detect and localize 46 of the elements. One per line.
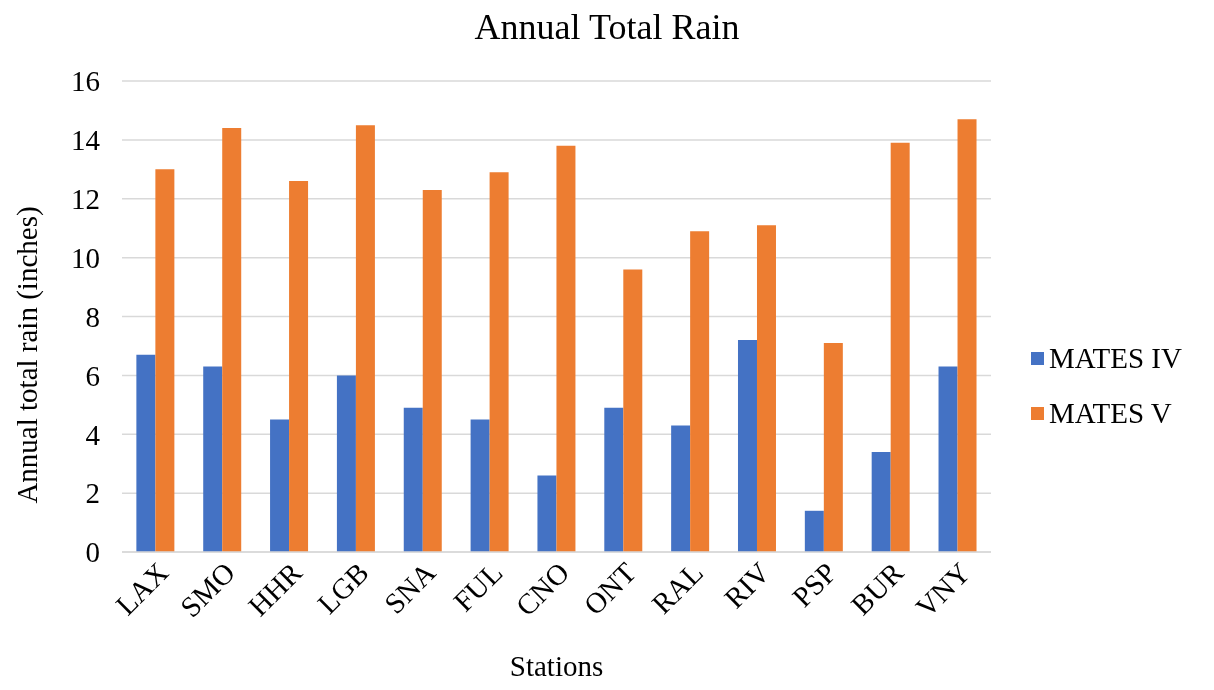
bar (489, 172, 509, 552)
x-tick-label: PSP (785, 556, 843, 614)
bar (938, 366, 958, 552)
bar (957, 119, 977, 552)
bar (671, 425, 691, 552)
bar (871, 451, 891, 552)
bar (136, 354, 156, 552)
bar (556, 145, 576, 552)
y-tick-label: 2 (85, 477, 100, 510)
y-axis-title: Annual total rain (inches) (10, 206, 44, 504)
x-tick-label: SNA (377, 556, 442, 620)
bar (270, 419, 290, 552)
bar (890, 142, 910, 552)
bar (604, 407, 624, 552)
x-tick-label: RIV (717, 556, 776, 615)
bar (155, 169, 175, 552)
y-tick-label: 8 (85, 300, 100, 333)
bar (222, 128, 242, 552)
bar (470, 419, 490, 552)
bar (804, 510, 824, 552)
bar (537, 475, 557, 552)
bar (823, 342, 843, 552)
bar (756, 225, 776, 552)
legend-label: MATES IV (1049, 341, 1182, 375)
bar (623, 269, 643, 552)
x-axis-title: Stations (508, 650, 605, 683)
bar (336, 375, 356, 552)
y-tick-label: 0 (85, 536, 100, 569)
x-tick-label: RAL (645, 556, 709, 620)
y-tick-label: 4 (85, 418, 101, 451)
y-tick-label: 16 (71, 65, 100, 98)
x-tick-label: FUL (447, 556, 509, 618)
bar (403, 407, 423, 552)
y-tick-label: 10 (71, 241, 100, 274)
bar (422, 189, 442, 552)
chart-title: Annual Total Rain (473, 6, 741, 48)
bar (355, 125, 375, 552)
legend-label: MATES V (1049, 396, 1172, 430)
x-tick-label: CNO (509, 556, 576, 623)
y-tick-label: 12 (71, 183, 100, 216)
y-tick-label: 6 (85, 359, 100, 392)
bar (203, 366, 223, 552)
bar (690, 231, 710, 552)
bar (737, 340, 757, 552)
y-tick-label: 14 (71, 124, 101, 157)
bar (289, 181, 309, 552)
